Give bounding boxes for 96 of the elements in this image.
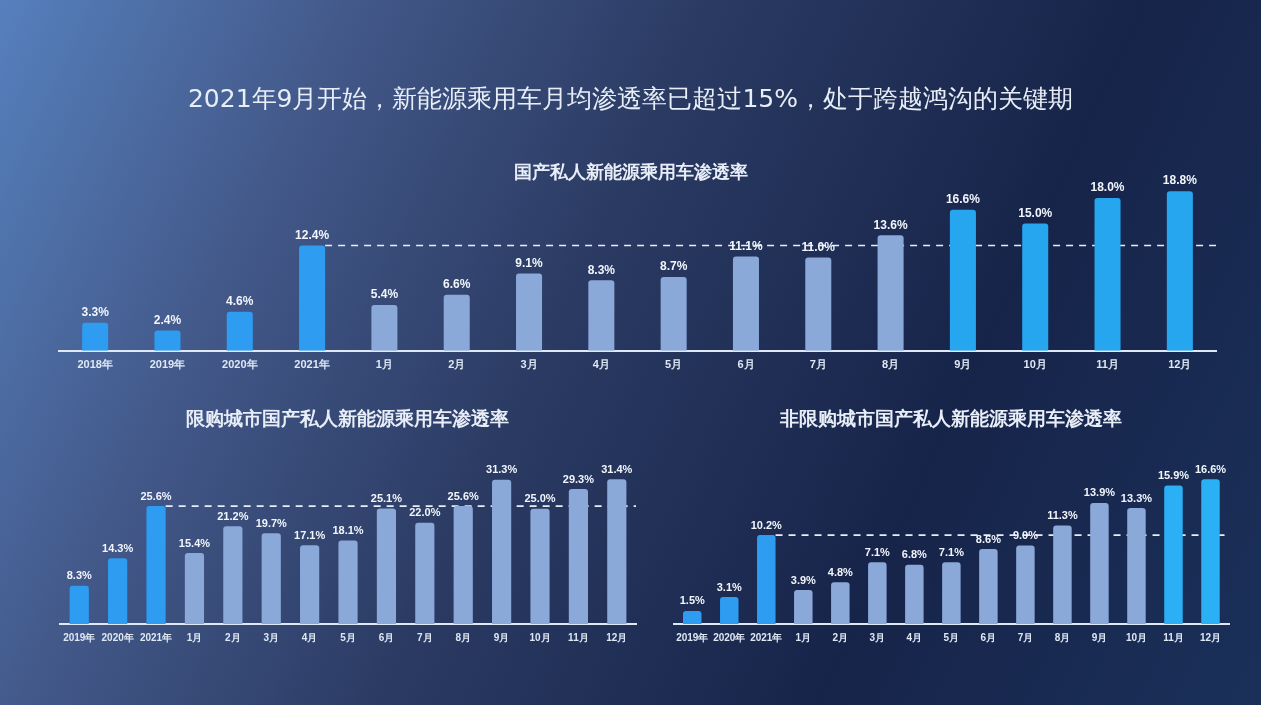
x-tick-label: 11月	[1096, 358, 1119, 371]
x-tick-label: 2020年	[222, 358, 258, 371]
chart-title: 2021年9月开始，新能源乘用车月均渗透率已超过15%，处于跨越鸿沟的关键期	[186, 83, 1075, 115]
chart-subtitle: 国产私人新能源乘用车渗透率	[513, 161, 748, 182]
data-label: 7.1%	[938, 545, 965, 558]
data-label: 4.6%	[226, 294, 254, 309]
data-label: 18.1%	[332, 524, 364, 537]
x-tick-label: 2019年	[63, 631, 96, 643]
x-tick-label: 2月	[448, 358, 466, 371]
data-label: 13.6%	[873, 217, 908, 232]
x-tick-label: 12月	[1168, 358, 1192, 371]
x-tick-label: 10月	[529, 631, 551, 643]
x-tick-label: 9月	[1091, 631, 1108, 643]
data-label: 18.8%	[1162, 173, 1198, 188]
data-label: 9.0%	[1012, 529, 1039, 542]
x-tick-label: 2021年	[139, 631, 173, 643]
x-tick-label: 7月	[1017, 631, 1034, 643]
x-tick-label: 10月	[1023, 358, 1047, 371]
data-label: 16.6%	[1194, 462, 1227, 475]
x-tick-label: 3月	[263, 631, 280, 643]
data-label: 13.9%	[1083, 486, 1116, 499]
x-tick-label: 8月	[455, 631, 471, 643]
x-tick-label: 2月	[832, 631, 849, 643]
x-tick-label: 4月	[592, 358, 610, 371]
data-label: 25.6%	[447, 489, 480, 502]
data-label: 9.1%	[515, 255, 544, 270]
x-tick-label: 5月	[665, 358, 683, 371]
data-label: 14.3%	[102, 541, 134, 554]
data-label: 7.1%	[864, 545, 891, 558]
x-tick-label: 3月	[520, 358, 538, 371]
data-label: 4.8%	[827, 565, 854, 578]
x-tick-label: 7月	[417, 631, 433, 643]
x-tick-label: 7月	[809, 358, 827, 371]
chart-title: 非限购城市国产私人新能源乘用车渗透率	[778, 406, 1123, 431]
x-tick-label: 2020年	[101, 631, 134, 643]
data-label: 6.6%	[443, 277, 471, 292]
data-label: 22.0%	[409, 506, 441, 519]
data-label: 3.3%	[81, 305, 110, 320]
x-tick-label: 4月	[301, 631, 318, 643]
data-label: 11.3%	[1047, 509, 1078, 522]
data-label: 10.2%	[750, 518, 783, 531]
data-label: 1.5%	[679, 594, 706, 607]
data-label: 11.1%	[729, 238, 763, 253]
x-tick-label: 6月	[980, 631, 997, 643]
data-label: 8.3%	[66, 569, 93, 582]
x-tick-label: 5月	[340, 631, 356, 643]
x-tick-label: 11月	[568, 631, 589, 643]
data-label: 8.7%	[659, 259, 688, 274]
data-label: 29.3%	[562, 472, 595, 485]
data-label: 31.4%	[601, 462, 633, 475]
data-label: 11.0%	[801, 239, 836, 254]
x-tick-label: 8月	[882, 358, 900, 371]
x-tick-label: 2021年	[750, 631, 783, 643]
data-label: 25.0%	[524, 492, 556, 505]
x-tick-label: 12月	[606, 631, 628, 643]
x-tick-label: 2月	[225, 631, 241, 643]
x-tick-label: 8月	[1054, 631, 1071, 643]
data-label: 15.0%	[1018, 205, 1053, 220]
data-label: 12.4%	[295, 227, 330, 242]
x-tick-label: 3月	[869, 631, 886, 643]
data-label: 3.9%	[790, 573, 817, 586]
x-tick-label: 2021年	[294, 358, 330, 371]
x-tick-label: 9月	[954, 358, 972, 371]
data-label: 19.7%	[255, 516, 288, 529]
data-label: 15.4%	[178, 536, 211, 549]
x-tick-label: 12月	[1199, 631, 1222, 643]
x-tick-label: 10月	[1125, 631, 1148, 643]
data-label: 3.1%	[716, 580, 743, 593]
data-label: 15.9%	[1157, 468, 1190, 481]
x-tick-label: 1月	[795, 631, 812, 643]
data-label: 18.0%	[1090, 180, 1125, 195]
data-label: 25.1%	[370, 491, 403, 504]
x-tick-label: 11月	[1163, 631, 1184, 643]
data-label: 6.8%	[901, 548, 928, 561]
data-label: 16.6%	[945, 192, 981, 207]
x-tick-label: 2020年	[713, 631, 746, 643]
x-tick-label: 2019年	[149, 358, 186, 371]
x-tick-label: 9月	[493, 631, 510, 643]
x-tick-label: 1月	[186, 631, 203, 643]
data-label: 8.3%	[587, 262, 616, 277]
data-label: 31.3%	[486, 463, 518, 476]
x-tick-label: 2019年	[676, 631, 709, 643]
x-tick-label: 6月	[737, 358, 755, 371]
data-label: 25.6%	[140, 489, 172, 502]
data-label: 2.4%	[153, 312, 182, 327]
x-tick-label: 2018年	[77, 358, 113, 371]
x-tick-label: 6月	[378, 631, 395, 643]
data-label: 13.3%	[1120, 491, 1153, 504]
x-tick-label: 1月	[375, 358, 393, 371]
data-label: 5.4%	[370, 287, 399, 302]
x-tick-label: 4月	[906, 631, 923, 643]
data-label: 8.6%	[975, 532, 1002, 545]
data-label: 21.2%	[217, 509, 249, 522]
x-tick-label: 5月	[943, 631, 960, 643]
chart-title: 限购城市国产私人新能源乘用车渗透率	[185, 406, 510, 431]
data-label: 17.1%	[294, 528, 326, 541]
